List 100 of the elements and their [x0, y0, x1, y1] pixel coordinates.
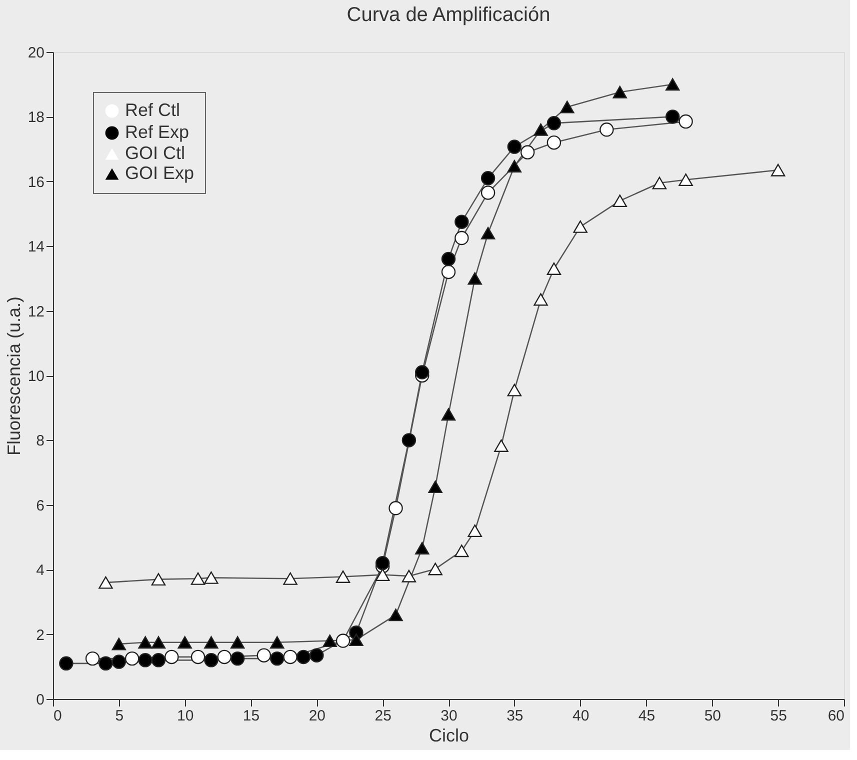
y-tick-label: 10: [28, 368, 44, 385]
legend-label: Ref Ctl: [125, 100, 180, 120]
y-tick-label: 12: [28, 303, 44, 320]
y-tick-label: 4: [36, 562, 44, 580]
point: [124, 651, 140, 666]
point: [507, 160, 522, 172]
point: [164, 650, 179, 664]
point: [612, 86, 627, 98]
point: [310, 648, 324, 662]
point: [454, 214, 469, 229]
point: [652, 176, 667, 190]
y-tick-label: 2: [36, 626, 44, 644]
point: [138, 653, 152, 668]
point: [770, 164, 786, 176]
point: [388, 608, 403, 622]
point: [441, 264, 456, 280]
legend-label: GOI Exp: [125, 163, 194, 183]
chart-title: Curva de Amplificación: [346, 4, 550, 26]
x-tick-label: 25: [374, 708, 392, 724]
point: [98, 576, 113, 589]
x-tick-label: 0: [54, 708, 62, 724]
point: [151, 573, 166, 586]
point: [480, 186, 496, 200]
point: [349, 634, 364, 646]
point: [441, 252, 456, 266]
point: [59, 656, 74, 671]
point: [336, 570, 350, 583]
point: [534, 293, 548, 306]
legend-label: GOI Ctl: [125, 143, 186, 163]
legend-label: Ref Exp: [125, 122, 190, 142]
point: [270, 636, 284, 649]
x-tick-label: 30: [440, 708, 458, 724]
point: [534, 123, 548, 136]
y-tick-label: 6: [36, 497, 44, 514]
point: [98, 656, 113, 671]
y-tick-label: 14: [28, 238, 44, 256]
point: [573, 220, 588, 233]
point: [494, 439, 508, 452]
x-tick-label: 60: [828, 708, 844, 724]
y-axis-title: Fluorescencia (u.a.): [4, 296, 24, 456]
point: [85, 651, 100, 666]
y-tick-label: 20: [28, 44, 44, 62]
point: [322, 634, 337, 648]
point: [441, 408, 456, 421]
point: [678, 114, 693, 129]
point: [204, 636, 218, 649]
x-tick-label: 40: [572, 708, 590, 724]
point: [151, 636, 166, 649]
point: [217, 650, 232, 664]
point: [612, 194, 627, 208]
point: [112, 638, 126, 650]
point: [283, 572, 298, 585]
x-tick-label: 50: [704, 708, 722, 724]
point: [468, 524, 482, 538]
point: [138, 636, 152, 649]
point: [415, 365, 430, 380]
point: [468, 272, 482, 285]
point: [546, 116, 562, 130]
point: [546, 262, 562, 275]
point: [388, 501, 403, 516]
point: [296, 650, 311, 664]
point: [454, 544, 469, 558]
point: [480, 226, 496, 240]
point: [454, 230, 469, 246]
point: [112, 654, 126, 669]
point: [428, 562, 442, 576]
point: [204, 653, 218, 668]
point: [270, 651, 284, 666]
point: [375, 568, 390, 582]
x-tick-label: 5: [115, 708, 124, 724]
y-tick-label: 16: [28, 174, 44, 191]
x-axis-title: Ciclo: [428, 726, 470, 746]
point: [402, 433, 416, 448]
point: [428, 480, 442, 494]
point: [678, 174, 693, 186]
point: [666, 110, 680, 124]
point: [283, 650, 298, 664]
point: [560, 100, 574, 114]
point: [178, 636, 192, 649]
y-tick-label: 0: [36, 692, 44, 708]
point: [402, 570, 416, 582]
x-tick-label: 15: [242, 708, 260, 724]
point: [520, 145, 535, 160]
point: [151, 653, 166, 668]
point: [230, 636, 245, 649]
point: [666, 78, 680, 91]
point: [204, 571, 218, 584]
point: [507, 384, 522, 396]
point: [600, 122, 614, 137]
x-tick-label: 35: [506, 708, 524, 724]
x-tick-label: 10: [176, 708, 194, 724]
point: [256, 648, 272, 662]
point: [190, 572, 206, 585]
y-tick-label: 18: [28, 109, 44, 126]
x-tick-label: 45: [638, 708, 656, 724]
x-tick-label: 20: [308, 708, 326, 724]
point: [415, 542, 430, 554]
x-tick-label: 55: [770, 708, 787, 724]
point: [480, 171, 496, 186]
point: [230, 651, 245, 666]
